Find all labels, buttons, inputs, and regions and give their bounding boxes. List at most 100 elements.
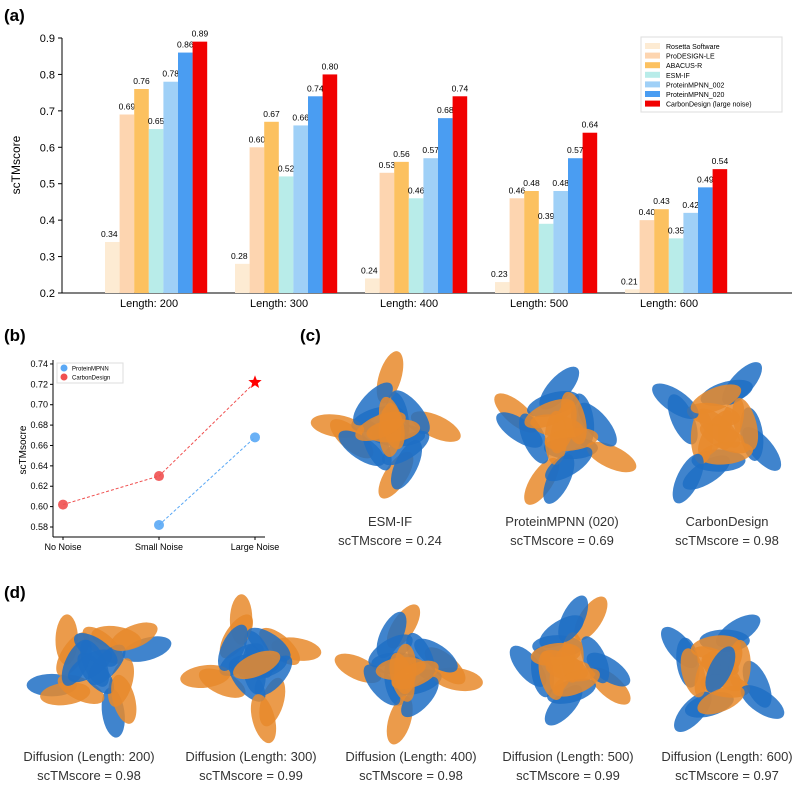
y-tick-label: 0.70 <box>30 400 48 410</box>
legend-label: CarbonDesign <box>72 376 110 382</box>
legend-label: ProteinMPNN_002 <box>666 82 724 89</box>
legend-swatch <box>645 52 660 59</box>
structure-score: scTMscore = 0.98 <box>359 768 463 783</box>
x-tick-label: Length: 200 <box>120 298 178 310</box>
x-tick-label: Length: 500 <box>510 298 568 310</box>
legend-swatch <box>645 100 660 107</box>
structure-score: scTMscore = 0.99 <box>199 768 303 783</box>
structure-score: scTMscore = 0.98 <box>675 533 779 548</box>
helix-blue <box>61 639 92 686</box>
protein-structure-d <box>180 594 322 744</box>
strand-orange <box>690 384 742 414</box>
bar <box>423 158 438 293</box>
helix-blue <box>539 366 580 410</box>
legend-label: ProDESIGN-LE <box>666 54 715 61</box>
bar <box>308 96 323 294</box>
y-tick-label: 0.68 <box>30 420 48 430</box>
bar-label: 0.64 <box>582 120 599 130</box>
structure-name: ProteinMPNN (020) <box>505 514 619 529</box>
legend-swatch <box>645 62 660 69</box>
bar-label: 0.89 <box>192 29 209 39</box>
structure-score: scTMscore = 0.97 <box>675 768 779 783</box>
y-tick-label: 0.8 <box>40 69 55 81</box>
strand-orange <box>110 622 158 651</box>
structure-name: CarbonDesign <box>685 514 769 529</box>
bar-label: 0.53 <box>379 160 396 170</box>
legend-label: CarbonDesign (large noise) <box>666 102 752 109</box>
bar <box>278 176 294 293</box>
strand-orange <box>699 441 754 465</box>
helix-blue <box>558 595 589 642</box>
legend-marker <box>60 364 68 372</box>
protein-structure-d <box>661 614 785 732</box>
bar-label: 0.57 <box>422 145 439 155</box>
bar <box>192 41 208 294</box>
legend-label: ESM-IF <box>666 73 690 80</box>
y-tick-label: 0.58 <box>30 522 48 532</box>
helix-blue <box>254 655 293 696</box>
strand-orange <box>391 660 439 690</box>
helix-blue <box>353 382 393 426</box>
helix-blue <box>496 412 543 448</box>
bar-label: 0.66 <box>292 112 309 122</box>
strand-orange <box>697 685 745 715</box>
bar <box>119 114 135 293</box>
bar-label: 0.86 <box>177 40 194 50</box>
y-tick-label: 0.62 <box>30 481 48 491</box>
bar-label: 0.65 <box>148 116 165 126</box>
bar-label: 0.43 <box>653 196 670 206</box>
legend-swatch <box>645 71 660 78</box>
bar-label: 0.42 <box>682 200 699 210</box>
legend-swatch <box>645 81 660 88</box>
data-point <box>58 499 68 510</box>
star-marker <box>248 375 262 388</box>
bar <box>163 81 178 293</box>
bar <box>379 172 395 293</box>
strand-orange <box>233 650 281 680</box>
y-tick-label: 0.66 <box>30 440 48 450</box>
structure-name: ESM-IF <box>367 514 413 529</box>
helix-blue <box>390 439 423 490</box>
helix-blue <box>391 390 430 435</box>
helix-blue <box>246 627 291 662</box>
bar-label: 0.76 <box>133 76 150 86</box>
helix-blue <box>509 645 547 687</box>
helix-blue <box>338 430 385 466</box>
y-tick-label: 0.7 <box>40 106 55 118</box>
bar <box>408 198 424 293</box>
bar-label: 0.49 <box>697 174 714 184</box>
bar <box>322 74 338 293</box>
panel-a-label: (a) <box>4 6 25 25</box>
series-line <box>158 436 256 526</box>
structure-caption: ESM-IF scTMscore = 0.24 <box>305 512 475 550</box>
bar-label: 0.34 <box>101 229 118 239</box>
structure-name: Diffusion (Length: 200) <box>23 749 155 764</box>
structure-caption: Diffusion (Length: 600) scTMscore = 0.97 <box>642 747 801 785</box>
protein-structure-c <box>494 366 637 505</box>
helix-blue <box>376 611 407 659</box>
helix-blue <box>652 383 699 419</box>
bar-label: 0.56 <box>393 149 410 159</box>
strand-orange <box>680 648 706 698</box>
helix-blue <box>672 453 704 504</box>
bar <box>394 161 409 293</box>
structure-caption: Diffusion (Length: 200) scTMscore = 0.98 <box>4 747 174 785</box>
line-chart: 0.58 0.60 0.62 0.64 0.66 0.68 0.70 0.72 0.74 scTM… <box>18 359 279 552</box>
protein-structure-d <box>26 614 172 738</box>
y-tick-label: 0.4 <box>40 215 55 227</box>
bar <box>568 158 583 293</box>
helix-blue <box>401 676 439 718</box>
legend-marker <box>60 373 68 381</box>
bar-label: 0.39 <box>538 211 555 221</box>
bar-label: 0.69 <box>119 102 136 112</box>
protein-structure-d <box>334 604 483 745</box>
bar <box>293 125 308 293</box>
bar-label: 0.74 <box>307 83 324 93</box>
bar-label: 0.46 <box>509 185 526 195</box>
legend-label: ABACUS-R <box>666 63 702 70</box>
y-axis-label: scTMscore <box>9 135 23 194</box>
structure-name: Diffusion (Length: 500) <box>502 749 634 764</box>
legend <box>56 362 124 384</box>
